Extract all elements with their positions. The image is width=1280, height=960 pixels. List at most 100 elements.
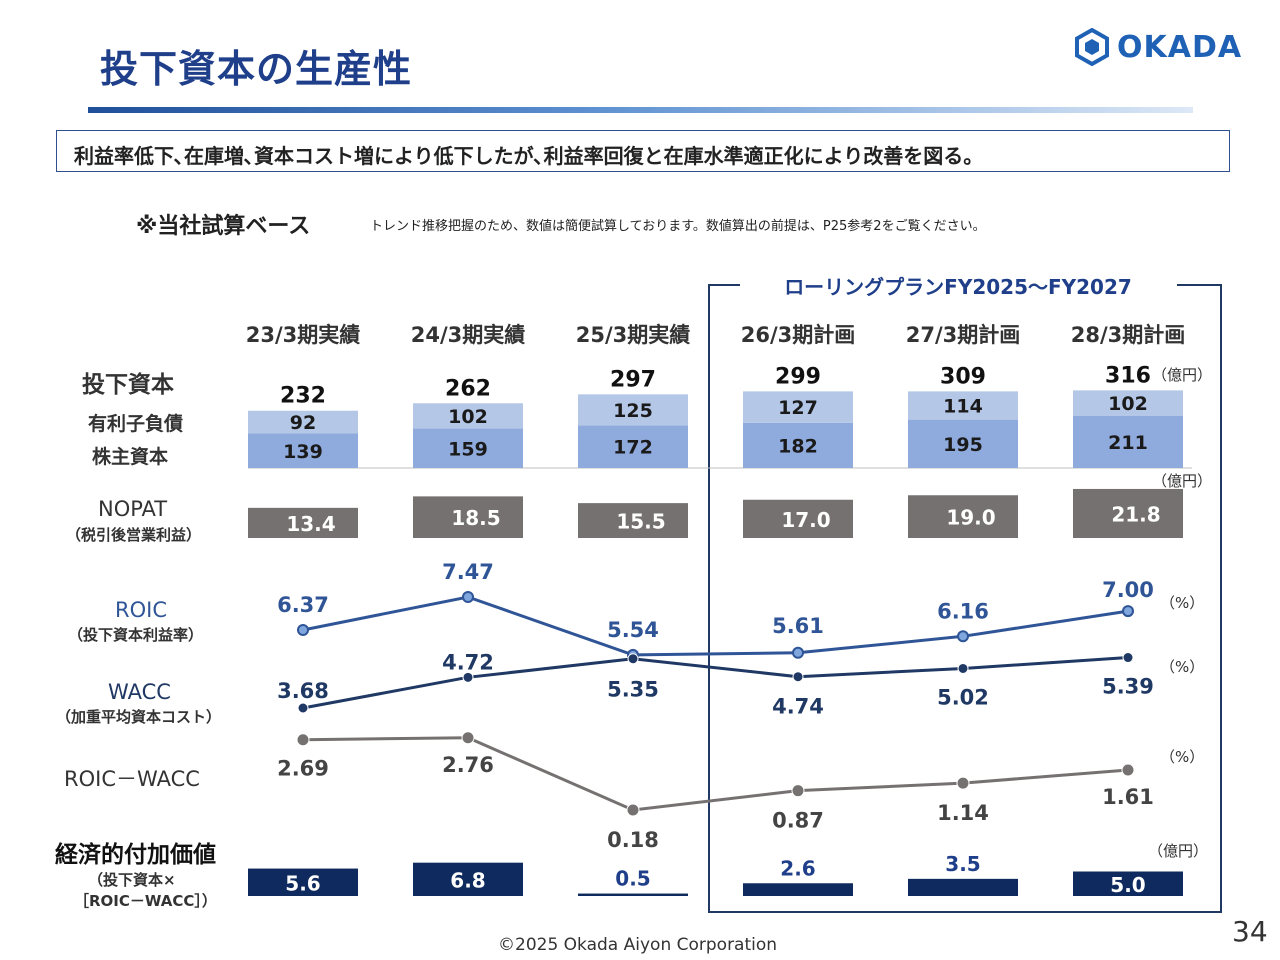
- roic-value: 7.00: [1102, 578, 1154, 602]
- invested-capital-label: 投下資本: [82, 371, 174, 398]
- spread-point: [296, 733, 310, 747]
- equity-bar: [413, 428, 523, 468]
- period-header: 25/3期実績: [576, 323, 691, 347]
- equity-label: 株主資本: [92, 445, 168, 468]
- equity-value: 139: [283, 441, 323, 463]
- debt-bar: [413, 403, 523, 429]
- roic-value: 5.61: [772, 614, 824, 638]
- spread-point: [626, 803, 640, 817]
- debt-bar: [908, 391, 1018, 420]
- wacc-value: 5.02: [937, 685, 989, 709]
- nopat-sublabel: （税引後営業利益）: [66, 526, 201, 544]
- eva-value: 5.6: [285, 871, 320, 895]
- summary-text: 利益率低下､在庫増､資本コスト増により低下したが､利益率回復と在庫水準適正化によ…: [74, 144, 984, 168]
- rolling-plan-label: ローリングプランFY2025～FY2027: [784, 275, 1132, 299]
- equity-value: 182: [778, 435, 818, 457]
- wacc-point: [297, 702, 309, 714]
- logo-text: OKADA: [1117, 29, 1243, 65]
- nopat-value: 13.4: [286, 512, 335, 536]
- spread-unit: （%）: [1160, 748, 1204, 766]
- company-logo: OKADA: [1075, 28, 1242, 66]
- wacc-line: [302, 656, 1129, 710]
- wacc-value: 5.35: [607, 678, 659, 702]
- nopat-value: 15.5: [616, 510, 665, 534]
- eva-sublabel-1: （投下資本×: [88, 871, 176, 889]
- wacc-point: [627, 653, 639, 665]
- roic-point: [957, 630, 969, 643]
- eva-bar: [578, 893, 688, 896]
- debt-value: 125: [613, 400, 653, 422]
- wacc-unit: （%）: [1160, 658, 1204, 676]
- spread-point: [461, 731, 475, 745]
- spread-label: ROIC－WACC: [64, 767, 200, 791]
- eva-value: 5.0: [1110, 873, 1145, 897]
- nopat-bar: [743, 499, 853, 538]
- roic-value: 6.16: [937, 599, 989, 623]
- debt-bar: [578, 394, 688, 426]
- nopat-bar: [413, 496, 523, 538]
- spread-line: [302, 736, 1129, 812]
- spread-value: 0.87: [772, 809, 824, 833]
- equity-bar: [908, 419, 1018, 468]
- eva-bar: [908, 878, 1018, 896]
- page-number: 34: [1232, 915, 1268, 948]
- wacc-point: [1122, 652, 1134, 664]
- eva-value: 2.6: [780, 856, 815, 880]
- wacc-point: [792, 671, 804, 683]
- roic-value: 5.54: [607, 618, 659, 642]
- capital-total: 232: [280, 384, 326, 409]
- eva-sublabel-2: ［ROIC－WACC］）: [74, 892, 217, 910]
- period-header: 28/3期計画: [1071, 323, 1186, 347]
- debt-value: 127: [778, 397, 818, 419]
- debt-value: 92: [290, 412, 316, 434]
- equity-value: 159: [448, 438, 488, 460]
- roic-value: 6.37: [277, 593, 329, 617]
- eva-bar: [743, 883, 853, 896]
- nopat-bar: [578, 503, 688, 538]
- roic-value: 7.47: [442, 560, 494, 584]
- period-header: 27/3期計画: [906, 323, 1021, 347]
- capital-unit: （億円）: [1152, 366, 1212, 384]
- spread-point: [1121, 763, 1135, 777]
- title-underline: [88, 107, 1193, 113]
- period-headers: 23/3期実績 24/3期実績 25/3期実績 26/3期計画 27/3期計画 28/3期…: [246, 323, 1186, 347]
- roic-line: [302, 595, 1129, 657]
- equity-bar: [1073, 415, 1183, 468]
- rolling-plan-frame: [708, 284, 1222, 913]
- eva-bar: [413, 862, 523, 896]
- debt-bar: [743, 391, 853, 423]
- debt-value: 102: [1108, 393, 1148, 415]
- equity-value: 172: [613, 437, 653, 459]
- equity-value: 195: [943, 434, 983, 456]
- roic-point: [1122, 605, 1134, 618]
- nopat-value: 21.8: [1111, 502, 1160, 526]
- debt-bar: [1073, 390, 1183, 416]
- capital-total: 299: [775, 364, 821, 389]
- basis-note: トレンド推移把握のため、数値は簡便試算しております。数値算出の前提は、P25参考…: [370, 219, 986, 234]
- summary-box: [56, 130, 1230, 172]
- eva-value: 3.5: [945, 852, 980, 876]
- period-header: 24/3期実績: [411, 323, 526, 347]
- hexagon-logo-icon: [1075, 28, 1109, 66]
- debt-value: 114: [943, 396, 983, 418]
- spread-value: 0.18: [607, 828, 659, 852]
- nopat-unit: （億円）: [1152, 472, 1212, 490]
- invested-capital-bars: 139 92 232 159 102 262 172 125 297 182 127 299 195 11…: [248, 363, 1183, 468]
- spread-value: 1.14: [937, 801, 989, 825]
- basis-label: ※当社試算ベース: [136, 214, 311, 239]
- wacc-value: 4.74: [772, 695, 824, 719]
- eva-bar: [1073, 871, 1183, 896]
- capital-total: 316: [1105, 363, 1151, 388]
- wacc-value: 3.68: [277, 679, 329, 703]
- roic-point: [297, 624, 309, 636]
- debt-label: 有利子負債: [88, 412, 183, 435]
- debt-value: 102: [448, 406, 488, 428]
- eva-label: 経済的付加価値: [55, 841, 216, 868]
- capital-total: 297: [610, 367, 656, 392]
- ratio-lines: 6.37 7.47 5.54 5.61 6.16 7.00 3.68 4.72 5.35 4.74…: [277, 560, 1154, 852]
- copyright: ©2025 Okada Aiyon Corporation: [498, 935, 778, 955]
- wacc-point: [462, 671, 474, 683]
- equity-bar: [743, 422, 853, 468]
- nopat-bar: [908, 495, 1018, 538]
- eva-bars: 5.6 6.8 0.5 2.6 3.5 5.0: [248, 852, 1183, 897]
